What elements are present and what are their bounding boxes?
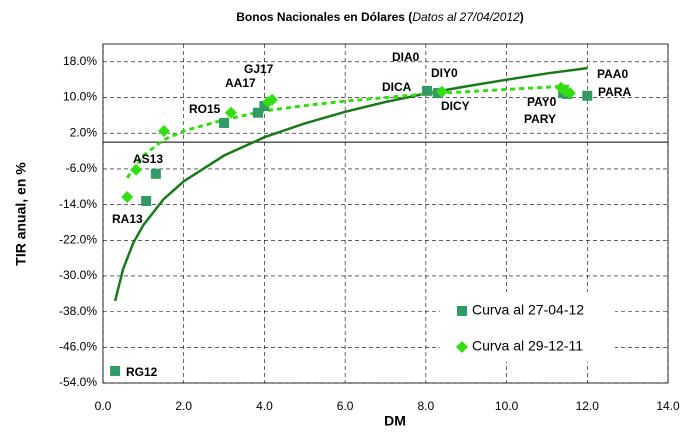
point (157, 124, 170, 137)
title-main: Bonos Nacionales en Dólares ( (236, 10, 412, 24)
x-tick-label: 12.0 (576, 399, 600, 413)
point (110, 365, 121, 376)
y-tick-label: 10.0% (63, 90, 97, 104)
point-label: DIA0 (392, 50, 420, 64)
point (436, 85, 448, 98)
point (130, 163, 143, 176)
point (150, 168, 161, 179)
point (141, 196, 152, 207)
title-end: ) (520, 10, 524, 24)
x-tick-label: 10.0 (495, 399, 519, 413)
point-label: PAY0 (527, 95, 557, 109)
chart-title: Bonos Nacionales en Dólares (Datos al 27… (236, 10, 523, 24)
point (582, 90, 593, 101)
x-tick-label: 2.0 (175, 399, 192, 413)
point-label: RO15 (189, 102, 221, 116)
y-tick-label: 18.0% (63, 54, 97, 68)
point-label: AS13 (133, 152, 163, 166)
point-label: RA13 (112, 212, 143, 226)
point (252, 107, 263, 118)
point-label: DICY (441, 99, 470, 113)
legend-box (440, 292, 615, 362)
point-label: GJ17 (244, 62, 274, 76)
point-label: RG12 (126, 365, 158, 379)
trendline (125, 84, 572, 179)
legend-marker (457, 306, 467, 316)
y-tick-label: -46.0% (59, 339, 97, 353)
x-tick-label: 6.0 (337, 399, 354, 413)
legend-label: Curva al 29-12-11 (472, 338, 583, 354)
trendline (113, 66, 588, 302)
x-tick-label: 14.0 (656, 399, 680, 413)
point (266, 93, 279, 106)
point-label: PARA (598, 85, 631, 99)
plot-frame (102, 43, 669, 384)
point-label: PARY (524, 112, 556, 126)
point-label: AA17 (225, 76, 256, 90)
point (563, 87, 576, 100)
legend-label: Curva al 27-04-12 (472, 302, 584, 318)
point (219, 117, 230, 128)
legend-marker (456, 341, 468, 353)
y-tick-label: -38.0% (59, 304, 97, 318)
y-tick-label: -30.0% (59, 268, 97, 282)
y-tick-label: 2.0% (70, 125, 98, 139)
y-tick-label: -22.0% (59, 232, 97, 246)
y-tick-label: -14.0% (59, 197, 97, 211)
point-label: PAA0 (597, 67, 628, 81)
point (121, 190, 134, 203)
point-label: DIY0 (431, 66, 458, 80)
y-axis-label: TIR anual, en % (13, 162, 29, 266)
point (259, 101, 270, 112)
x-tick-label: 4.0 (256, 399, 273, 413)
point-label: DICA (382, 80, 412, 94)
legend: Curva al 27-04-12 Curva al 29-12-11 (440, 292, 615, 362)
y-tick-label: -54.0% (59, 375, 97, 389)
x-axis-label: DM (384, 413, 406, 429)
point (224, 106, 237, 119)
y-tick-label: -6.0% (66, 161, 98, 175)
title-italic: Datos al 27/04/2012 (412, 10, 520, 24)
x-tick-label: 8.0 (418, 399, 435, 413)
x-tick-label: 0.0 (95, 399, 112, 413)
point (422, 85, 433, 96)
